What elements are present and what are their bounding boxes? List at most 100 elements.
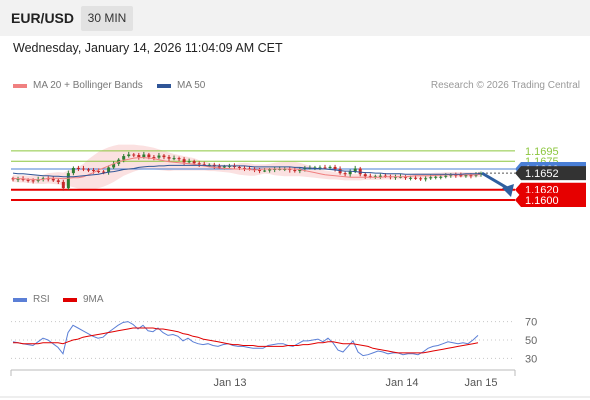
candle-body (152, 157, 156, 159)
candle-body (449, 174, 453, 176)
candle-body (429, 177, 433, 179)
x-tick-label: Jan 15 (464, 377, 497, 389)
chart-header: EUR/USD 30 MIN (0, 0, 590, 36)
candle-body (182, 159, 186, 163)
candle-body (293, 170, 297, 172)
candle-body (112, 163, 116, 168)
candle-body (197, 163, 201, 165)
candle-body (328, 166, 332, 168)
x-tick-label: Jan 14 (385, 377, 418, 389)
candle-body (242, 167, 246, 169)
candle-body (383, 175, 387, 177)
candle-body (248, 168, 252, 170)
candle-body (142, 154, 146, 158)
candle-body (11, 178, 15, 180)
candle-body (318, 167, 322, 169)
candle-body (268, 169, 272, 171)
timeframe-button[interactable]: 30 MIN (81, 6, 133, 31)
price-label-1.1600: 1.1600 (525, 195, 559, 207)
chart-timestamp: Wednesday, January 14, 2026 11:04:09 AM … (13, 41, 283, 55)
price-label-1.1652: 1.1652 (525, 168, 559, 180)
legend-rsi-ma: 9MA (63, 294, 104, 305)
rsi-label: RSI (33, 294, 50, 305)
forecast-arrow-head (502, 184, 514, 198)
candle-body (137, 155, 141, 158)
candle-body (71, 167, 75, 174)
candle-body (409, 177, 413, 179)
candle-body (207, 164, 211, 166)
rsi-tick-label: 30 (525, 353, 537, 365)
ma50-swatch (157, 83, 171, 88)
candle-body (51, 178, 55, 181)
candle-body (217, 166, 221, 168)
candle-body (177, 158, 181, 160)
price-label-1.1695: 1.1695 (525, 146, 559, 158)
candle-body (21, 178, 25, 180)
candle-body (107, 167, 111, 173)
candle-body (353, 168, 357, 172)
candle-body (288, 169, 292, 171)
candle-body (444, 175, 448, 177)
candle-body (474, 174, 478, 176)
candle-body (313, 167, 317, 169)
candle-body (172, 158, 176, 160)
ma20-label: MA 20 + Bollinger Bands (33, 80, 143, 91)
price-tag-1.1652 (515, 166, 586, 181)
rsi-tick-label: 50 (525, 335, 537, 347)
ma20-line (12, 157, 482, 181)
candle-body (16, 178, 20, 180)
ma50-line (12, 164, 481, 178)
symbol-label: EUR/USD (11, 10, 75, 26)
rsi-swatch (13, 297, 27, 302)
candle-body (66, 173, 70, 189)
research-credit: Research © 2026 Trading Central (430, 80, 580, 91)
candle-body (373, 176, 377, 178)
candle-body (298, 169, 302, 172)
candle-body (419, 178, 423, 180)
candle-body (97, 171, 101, 173)
candle-body (464, 175, 468, 177)
candle-body (147, 154, 151, 158)
candle-body (469, 175, 473, 177)
ma50-label: MA 50 (177, 80, 206, 91)
candle-body (414, 177, 418, 179)
rsi-ma-label: 9MA (83, 294, 104, 305)
candle-body (358, 168, 362, 175)
candle-body (192, 161, 196, 164)
candle-body (86, 169, 90, 171)
candle-body (363, 174, 367, 177)
candle-body (56, 180, 60, 182)
candle-body (46, 178, 50, 180)
legend-ma20: MA 20 + Bollinger Bands (13, 80, 143, 91)
candle-body (157, 155, 161, 158)
candle-body (132, 154, 136, 156)
rsi-line (12, 321, 479, 357)
candle-body (434, 176, 438, 178)
candle-body (368, 176, 372, 178)
candle-body (127, 154, 131, 157)
candle-body (237, 166, 241, 168)
x-tick-label: Jan 13 (213, 377, 246, 389)
candle-body (459, 175, 463, 177)
candle-body (343, 173, 347, 175)
legend-ma50: MA 50 (157, 80, 205, 91)
candle-body (102, 171, 106, 173)
rsi-tick-label: 70 (525, 317, 537, 329)
candle-body (348, 171, 352, 175)
candle-body (81, 168, 85, 170)
candle-body (31, 180, 35, 182)
candle-body (92, 170, 96, 172)
price-tag-1.1600 (515, 193, 586, 208)
candle-body (439, 176, 443, 178)
candle-body (222, 166, 226, 168)
candle-body (263, 170, 267, 172)
candle-body (26, 179, 30, 181)
candle-body (232, 165, 236, 167)
candle-body (61, 181, 65, 189)
legend-rsi: RSI (13, 294, 50, 305)
candle-body (76, 167, 80, 169)
forecast-arrow-shaft (481, 171, 510, 191)
candle-body (162, 155, 166, 158)
candle-body (167, 157, 171, 159)
